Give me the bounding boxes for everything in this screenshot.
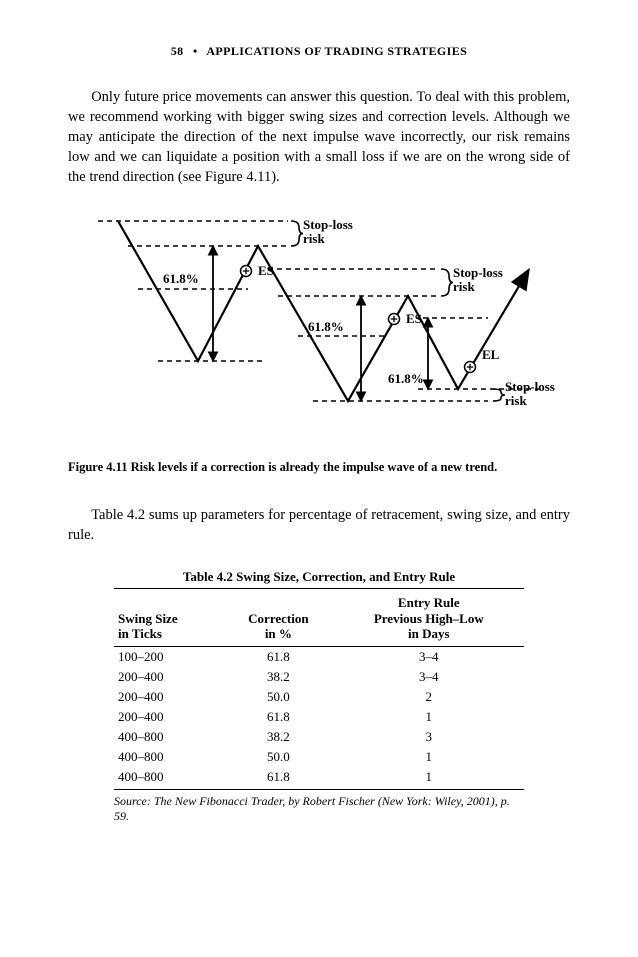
table-row: 200–40038.23–4 (114, 667, 524, 687)
svg-text:Stop-loss: Stop-loss (505, 379, 555, 394)
table-cell: 50.0 (223, 687, 333, 707)
figure-caption: Figure 4.11 Risk levels if a correction … (68, 460, 570, 475)
table-cell: 38.2 (223, 667, 333, 687)
table-cell: 400–800 (114, 767, 223, 790)
svg-text:Stop-loss: Stop-loss (303, 217, 353, 232)
table-4-2: Table 4.2 Swing Size, Correction, and En… (114, 569, 524, 824)
running-header: 58 • APPLICATIONS OF TRADING STRATEGIES (68, 44, 570, 59)
svg-text:risk: risk (453, 279, 475, 294)
svg-text:risk: risk (303, 231, 325, 246)
svg-text:EL: EL (482, 347, 500, 362)
table-row: 100–20061.83–4 (114, 646, 524, 667)
table-caption: Table 4.2 Swing Size, Correction, and En… (114, 569, 524, 589)
svg-text:ES: ES (406, 311, 422, 326)
table-cell: 61.8 (223, 646, 333, 667)
table-col-header: Entry RulePrevious High–Lowin Days (334, 589, 524, 646)
header-title: APPLICATIONS OF TRADING STRATEGIES (206, 44, 467, 58)
table-row: 200–40061.81 (114, 707, 524, 727)
table-source: Source: The New Fibonacci Trader, by Rob… (114, 794, 524, 824)
body-paragraph-1: Only future price movements can answer t… (68, 87, 570, 187)
svg-text:61.8%: 61.8% (308, 319, 344, 334)
table-cell: 3–4 (334, 646, 524, 667)
table-cell: 400–800 (114, 727, 223, 747)
table-row: 400–80061.81 (114, 767, 524, 790)
svg-text:ES: ES (258, 263, 274, 278)
table-cell: 2 (334, 687, 524, 707)
table-cell: 61.8 (223, 707, 333, 727)
table-cell: 3–4 (334, 667, 524, 687)
page-number: 58 (171, 44, 184, 58)
body-paragraph-2: Table 4.2 sums up parameters for percent… (68, 505, 570, 545)
table-cell: 100–200 (114, 646, 223, 667)
table-cell: 61.8 (223, 767, 333, 790)
svg-text:61.8%: 61.8% (163, 271, 199, 286)
table-cell: 1 (334, 747, 524, 767)
svg-text:Stop-loss: Stop-loss (453, 265, 503, 280)
figure-4-11: Stop-lossriskStop-lossriskStop-lossrisk6… (68, 201, 570, 475)
table-cell: 50.0 (223, 747, 333, 767)
table-cell: 1 (334, 707, 524, 727)
header-bullet: • (193, 44, 198, 58)
svg-text:61.8%: 61.8% (388, 371, 424, 386)
table-cell: 38.2 (223, 727, 333, 747)
data-table: Swing Sizein TicksCorrectionin %Entry Ru… (114, 589, 524, 790)
table-row: 400–80050.01 (114, 747, 524, 767)
table-cell: 200–400 (114, 707, 223, 727)
table-col-header: Correctionin % (223, 589, 333, 646)
table-cell: 400–800 (114, 747, 223, 767)
table-cell: 200–400 (114, 667, 223, 687)
table-col-header: Swing Sizein Ticks (114, 589, 223, 646)
svg-text:risk: risk (505, 393, 527, 408)
table-cell: 200–400 (114, 687, 223, 707)
figure-svg: Stop-lossriskStop-lossriskStop-lossrisk6… (68, 201, 568, 451)
table-cell: 3 (334, 727, 524, 747)
table-cell: 1 (334, 767, 524, 790)
table-row: 400–80038.23 (114, 727, 524, 747)
table-row: 200–40050.02 (114, 687, 524, 707)
